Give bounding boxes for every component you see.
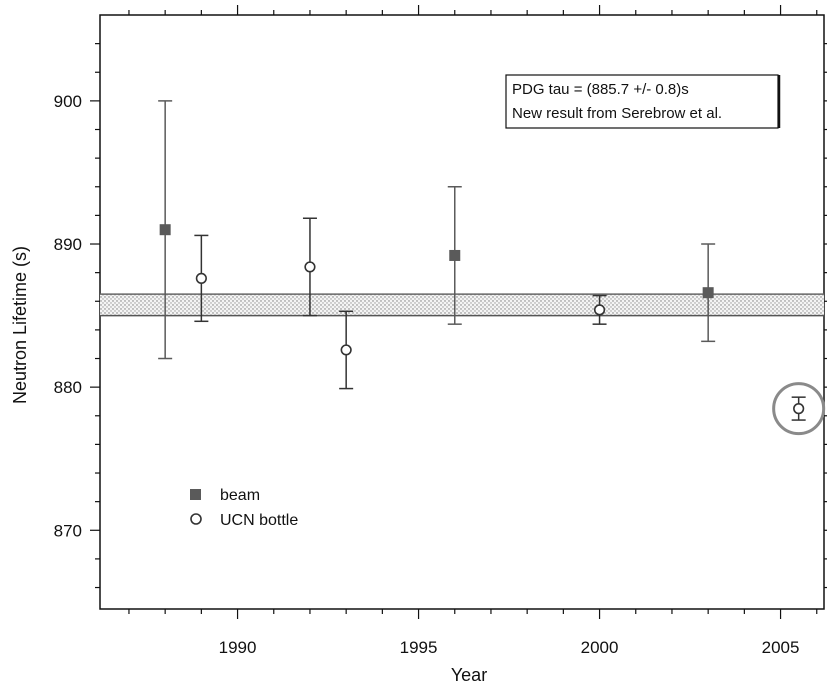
annotation-box: PDG tau = (885.7 +/- 0.8)s New result fr… [505, 74, 781, 129]
ucn-bottle-point-0 [194, 234, 209, 323]
ucn-bottle-point-2 [339, 310, 354, 390]
beam-point-1 [447, 186, 462, 325]
x-tick-label-1990: 1990 [219, 638, 257, 657]
ucn-bottle-point-1 [302, 217, 317, 317]
beam-point-0 [158, 100, 173, 360]
legend-ucn-label: UCN bottle [220, 512, 298, 529]
legend-beam-label: beam [220, 487, 260, 504]
ucn-bottle-marker-1 [304, 261, 316, 273]
y-axis-title: Neutron Lifetime (s) [10, 246, 30, 404]
ucn-bottle-marker-0 [195, 272, 207, 284]
y-tick-label-880: 880 [54, 378, 82, 397]
legend-beam-marker [190, 489, 201, 500]
legend: beam UCN bottle [190, 487, 298, 529]
ucn-bottle-point-4 [791, 396, 806, 421]
beam-marker-0 [159, 224, 171, 236]
x-tick-label-2000: 2000 [581, 638, 619, 657]
x-tick-label-2005: 2005 [762, 638, 800, 657]
x-tick-label-1995: 1995 [400, 638, 438, 657]
ucn-bottle-marker-3 [593, 304, 606, 316]
beam-marker-2 [702, 287, 714, 299]
annotation-line-2: New result from Serebrow et al. [512, 105, 722, 122]
ucn-bottle-marker-4 [793, 403, 805, 415]
y-tick-label-900: 900 [54, 92, 82, 111]
beam-marker-1 [449, 249, 461, 261]
new-result-highlight-circle [772, 382, 826, 436]
x-axis-title: Year [451, 665, 487, 685]
ucn-bottle-point-3 [592, 294, 607, 325]
y-tick-label-890: 890 [54, 235, 82, 254]
beam-point-2 [701, 243, 716, 343]
ucn-bottle-marker-2 [340, 344, 352, 356]
y-tick-label-870: 870 [54, 521, 82, 540]
annotation-line-1: PDG tau = (885.7 +/- 0.8)s [512, 81, 689, 98]
legend-ucn-marker [190, 513, 202, 525]
pdg-band [100, 294, 824, 316]
